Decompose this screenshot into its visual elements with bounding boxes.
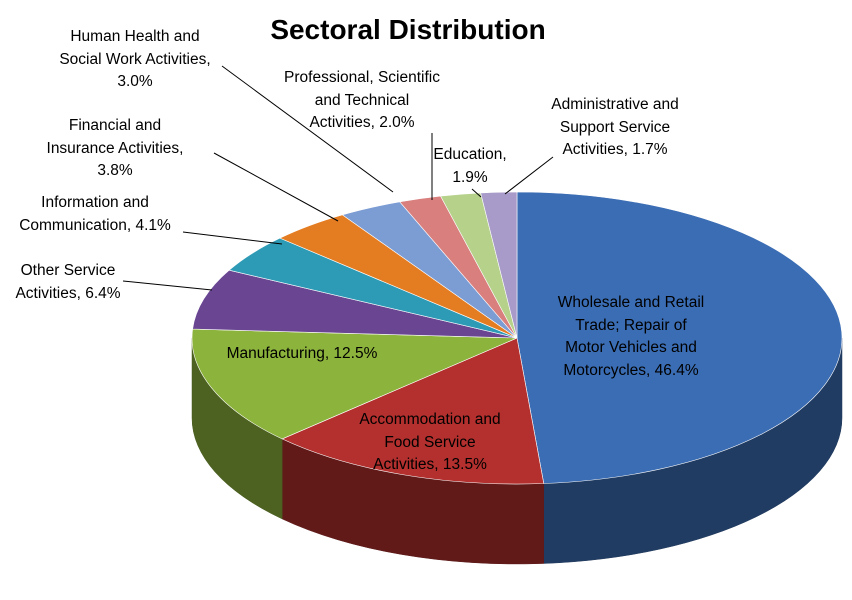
data-label-line: Other Service bbox=[20, 262, 116, 279]
chart-title: Sectoral Distribution bbox=[270, 14, 546, 45]
data-label-line: Social Work Activities, bbox=[59, 50, 211, 68]
data-label-line: Activities, 1.7% bbox=[562, 141, 668, 158]
leader-line bbox=[504, 156, 554, 195]
pie-slice[interactable] bbox=[480, 191, 518, 339]
pie-slice[interactable] bbox=[516, 191, 843, 484]
data-label-line: Support Service bbox=[559, 118, 671, 136]
data-label-line: Communication, 4.1% bbox=[19, 216, 171, 234]
data-label-line: 3.0% bbox=[117, 73, 153, 90]
data-label-line: Human Health and bbox=[70, 28, 200, 45]
data-label-line: Financial and bbox=[68, 117, 162, 134]
data-label-line: Education, bbox=[433, 146, 507, 163]
data-label-line: Trade; Repair of bbox=[575, 316, 687, 334]
data-label: Human Health and Social Work Activities, 3… bbox=[59, 26, 210, 94]
pie-slice[interactable] bbox=[191, 328, 518, 440]
data-label: Professional, Scientific and Technical Act… bbox=[284, 67, 440, 135]
data-label: Financial and Insurance Activities, 3.8% bbox=[47, 115, 184, 183]
data-label-line: Wholesale and Retail bbox=[557, 294, 705, 311]
data-label-line: 3.8% bbox=[97, 162, 133, 179]
data-label-line: Motor Vehicles and bbox=[565, 339, 697, 356]
leader-line bbox=[182, 231, 283, 245]
data-label-line: Activities, 13.5% bbox=[373, 456, 487, 473]
data-label-line: Accommodation and bbox=[359, 411, 501, 428]
data-label-line: Professional, Scientific bbox=[284, 69, 440, 86]
data-label-line: Insurance Activities, bbox=[46, 139, 184, 157]
data-label-line: Activities, 2.0% bbox=[309, 114, 415, 131]
data-label-line: Motorcycles, 46.4% bbox=[563, 361, 699, 379]
data-label-line: and Technical bbox=[314, 91, 410, 109]
pie-slice[interactable] bbox=[192, 269, 518, 339]
pie-slice[interactable] bbox=[281, 337, 545, 485]
data-label-line: Manufacturing, 12.5% bbox=[226, 345, 378, 362]
data-label-line: Activities, 6.4% bbox=[15, 284, 121, 302]
data-label: Other Service Activities, 6.4% bbox=[15, 260, 120, 305]
data-label: Education, 1.9% bbox=[433, 144, 506, 189]
data-label: Manufacturing, 12.5% bbox=[227, 343, 378, 366]
leader-line bbox=[471, 188, 482, 198]
data-label: Wholesale and Retail Trade; Repair of Moto… bbox=[558, 292, 704, 382]
leader-line bbox=[122, 280, 213, 291]
data-label-line: Food Service bbox=[384, 433, 476, 451]
data-label: Accommodation and Food Service Activities,… bbox=[359, 409, 500, 477]
leader-line bbox=[213, 152, 339, 222]
data-label: Administrative and Support Service Activit… bbox=[551, 94, 679, 162]
data-label-line: Administrative and bbox=[551, 96, 679, 113]
data-label-line: 1.9% bbox=[452, 168, 488, 186]
data-label-line: Information and bbox=[41, 194, 149, 211]
leader-line bbox=[221, 65, 394, 193]
data-label: Information and Communication, 4.1% bbox=[19, 192, 171, 237]
